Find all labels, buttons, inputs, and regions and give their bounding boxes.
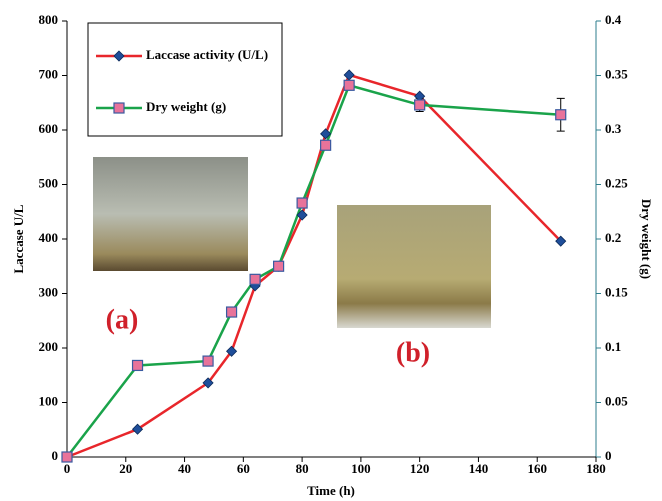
x-tick-label: 20 xyxy=(119,461,132,476)
y-tick-label: 300 xyxy=(39,284,59,299)
y2-tick-label: 0.25 xyxy=(605,175,628,190)
y-tick-label: 100 xyxy=(39,393,59,408)
data-point xyxy=(203,356,213,366)
x-tick-label: 100 xyxy=(351,461,371,476)
photo-b xyxy=(337,205,491,328)
data-point xyxy=(250,274,260,284)
x-tick-label: 0 xyxy=(64,461,71,476)
y2-tick-label: 0.4 xyxy=(605,12,622,27)
y-tick-label: 700 xyxy=(39,66,59,81)
x-tick-label: 60 xyxy=(237,461,250,476)
photo-a xyxy=(93,157,248,271)
data-point xyxy=(344,80,354,90)
x-tick-label: 180 xyxy=(586,461,606,476)
data-point xyxy=(62,452,72,462)
data-point xyxy=(556,110,566,120)
x-tick-label: 160 xyxy=(527,461,547,476)
y2-tick-label: 0.2 xyxy=(605,230,621,245)
legend-box xyxy=(88,23,282,136)
y-tick-label: 400 xyxy=(39,230,59,245)
x-tick-label: 140 xyxy=(469,461,489,476)
y-tick-label: 500 xyxy=(39,175,59,190)
y2-tick-label: 0.35 xyxy=(605,66,628,81)
legend-marker xyxy=(114,103,124,113)
annotation: (b) xyxy=(396,337,430,368)
y-tick-label: 200 xyxy=(39,339,59,354)
y-axis-title: Laccase U/L xyxy=(11,204,26,273)
x-tick-label: 40 xyxy=(178,461,191,476)
legend-label: Laccase activity (U/L) xyxy=(146,47,268,62)
data-point xyxy=(321,140,331,150)
y2-tick-label: 0.3 xyxy=(605,121,622,136)
data-point xyxy=(344,70,354,80)
legend-label: Dry weight (g) xyxy=(146,99,226,114)
x-tick-label: 80 xyxy=(296,461,309,476)
x-tick-label: 120 xyxy=(410,461,430,476)
data-point xyxy=(415,100,425,110)
data-point xyxy=(297,198,307,208)
data-point xyxy=(133,360,143,370)
chart: (a) (b) Time (h) Laccase U/L Dry weight … xyxy=(0,0,662,501)
x-axis-title: Time (h) xyxy=(307,483,355,498)
y2-tick-label: 0.15 xyxy=(605,284,628,299)
data-point xyxy=(274,261,284,271)
annotation: (a) xyxy=(106,304,139,335)
data-point xyxy=(227,307,237,317)
y2-axis-title: Dry weight (g) xyxy=(639,199,654,279)
y2-tick-label: 0 xyxy=(605,448,612,463)
y-tick-label: 800 xyxy=(39,12,59,27)
y-tick-label: 600 xyxy=(39,121,59,136)
y2-tick-label: 0.1 xyxy=(605,339,621,354)
y2-tick-label: 0.05 xyxy=(605,393,628,408)
y-tick-label: 0 xyxy=(52,448,59,463)
